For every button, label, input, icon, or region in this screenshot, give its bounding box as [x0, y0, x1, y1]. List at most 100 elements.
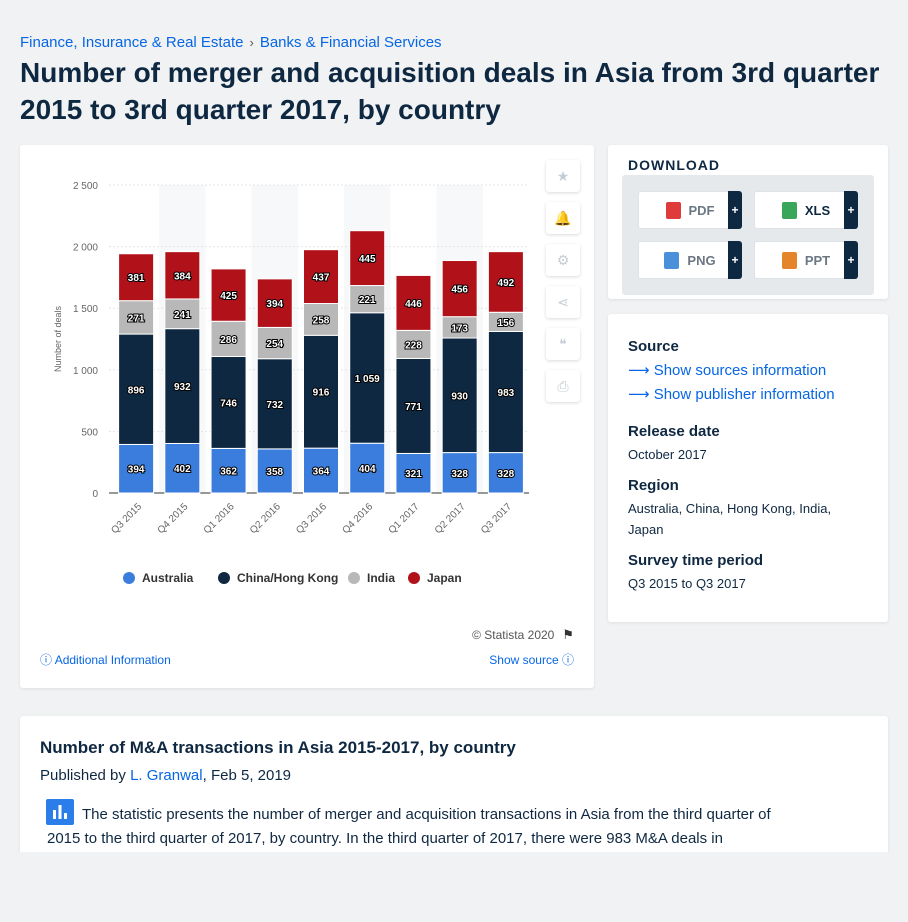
legend-marker [348, 572, 360, 584]
author-link[interactable]: L. Granwal [130, 767, 203, 784]
data-label: 156 [498, 318, 515, 329]
bar-segment [256, 448, 293, 494]
data-label: 932 [174, 382, 191, 393]
data-label: 173 [451, 323, 468, 334]
data-label: 381 [128, 273, 145, 284]
info-icon: ⓘ [561, 653, 574, 667]
data-label: 445 [359, 254, 376, 265]
download-png-button[interactable]: PNG + [638, 241, 742, 279]
pdf-file-icon [665, 201, 681, 219]
bar-segment [487, 251, 524, 313]
breadcrumb-item-banks[interactable]: Banks & Financial Services [259, 34, 442, 51]
bar-segment [487, 452, 524, 494]
data-label: 286 [220, 335, 237, 346]
y-tick-label: 0 [92, 489, 98, 500]
page-title: Number of merger and acquisition deals i… [20, 57, 880, 125]
x-tick-label: Q1 2017 [387, 501, 422, 536]
favorite-button[interactable]: ★ [546, 160, 580, 192]
notify-button[interactable]: 🔔 [546, 202, 580, 234]
region-heading: Region [628, 477, 679, 494]
star-icon: ★ [556, 167, 570, 184]
download-xls-button[interactable]: XLS + [754, 191, 858, 229]
plus-icon: + [844, 241, 858, 279]
print-icon: ⎙ [557, 377, 569, 394]
bar-segment [118, 253, 155, 302]
bar-segment [164, 298, 201, 330]
legend-marker [408, 572, 420, 584]
description-title: Number of M&A transactions in Asia 2015-… [40, 738, 516, 757]
data-label: 437 [313, 273, 330, 284]
arrow-right-icon: ⟶ [628, 386, 650, 403]
show-sources-link[interactable]: ⟶ Show sources information [628, 359, 868, 383]
data-label: 425 [220, 291, 237, 302]
bell-icon: 🔔 [554, 209, 572, 226]
data-label: 394 [266, 299, 283, 310]
print-button[interactable]: ⎙ [546, 370, 580, 402]
published-date: , Feb 5, 2019 [202, 767, 292, 784]
copyright-text: © Statista 2020 [472, 628, 555, 642]
description-card: Number of M&A transactions in Asia 2015-… [20, 716, 888, 876]
bar-segment [487, 330, 524, 454]
x-tick-label: Q2 2017 [433, 501, 468, 536]
bar-segment [395, 274, 432, 331]
footer-band [0, 852, 908, 922]
data-label: 771 [405, 402, 422, 413]
bar-segment [349, 312, 386, 444]
bar-segment [303, 249, 339, 305]
flag-icon[interactable]: ⚑ [562, 627, 574, 642]
download-pdf-label: PDF [688, 202, 715, 218]
download-ppt-button[interactable]: PPT + [754, 241, 858, 279]
breadcrumb-item-finance[interactable]: Finance, Insurance & Real Estate [20, 34, 244, 51]
bar-segment [164, 251, 201, 300]
bar-segment [210, 268, 247, 322]
data-label: 358 [266, 467, 283, 478]
breadcrumb-separator: › [249, 35, 254, 50]
bar-segment [349, 285, 386, 314]
share-button[interactable]: ⋖ [546, 286, 580, 318]
data-label: 732 [266, 400, 283, 411]
published-prefix: Published by [40, 767, 126, 784]
source-info-card: Source ⟶ Show sources information ⟶ Show… [608, 314, 888, 622]
settings-button[interactable]: ⚙ [546, 244, 580, 276]
data-label: 404 [359, 464, 376, 475]
plus-icon: + [728, 191, 742, 229]
download-pdf-button[interactable]: PDF + [638, 191, 742, 229]
bar-segment [256, 278, 293, 328]
show-publisher-link[interactable]: ⟶ Show publisher information [628, 383, 868, 407]
bar-segment [441, 260, 478, 318]
bar-segment [441, 452, 478, 494]
data-label: 492 [498, 278, 515, 289]
data-label: 746 [220, 398, 237, 409]
arrow-right-icon: ⟶ [628, 362, 650, 379]
bar-segment [210, 355, 247, 449]
show-source-label: Show source [489, 653, 559, 667]
bar-chart-icon [53, 805, 67, 819]
data-label: 221 [359, 295, 376, 306]
chart-tools: ★ 🔔 ⚙ ⋖ ❝ ⎙ [546, 160, 580, 402]
bar-segment [441, 337, 478, 454]
x-tick-label: Q3 2017 [479, 501, 514, 536]
data-label: 241 [174, 310, 191, 321]
bar-segment [303, 334, 339, 449]
cite-button[interactable]: ❝ [546, 328, 580, 360]
x-tick-label: Q1 2016 [202, 501, 237, 536]
y-tick-label: 1 500 [73, 304, 98, 315]
release-date-heading: Release date [628, 423, 720, 440]
bar-segment [256, 326, 293, 360]
data-label: 254 [266, 339, 283, 350]
data-label: 321 [405, 469, 422, 480]
additional-info-link[interactable]: ⓘ Additional Information [40, 651, 171, 668]
data-label: 258 [313, 315, 330, 326]
show-source-link[interactable]: Show source ⓘ [489, 651, 574, 668]
data-label: 328 [451, 469, 468, 480]
source-heading: Source [628, 338, 679, 355]
gear-icon: ⚙ [556, 251, 570, 268]
legend-marker [218, 572, 230, 584]
show-sources-label: Show sources information [653, 362, 827, 379]
additional-info-label: Additional Information [54, 653, 171, 667]
data-label: 930 [451, 391, 468, 402]
download-xls-label: XLS [804, 202, 831, 218]
release-date-value: October 2017 [628, 447, 707, 462]
data-label: 271 [128, 313, 145, 324]
share-icon: ⋖ [557, 293, 569, 310]
